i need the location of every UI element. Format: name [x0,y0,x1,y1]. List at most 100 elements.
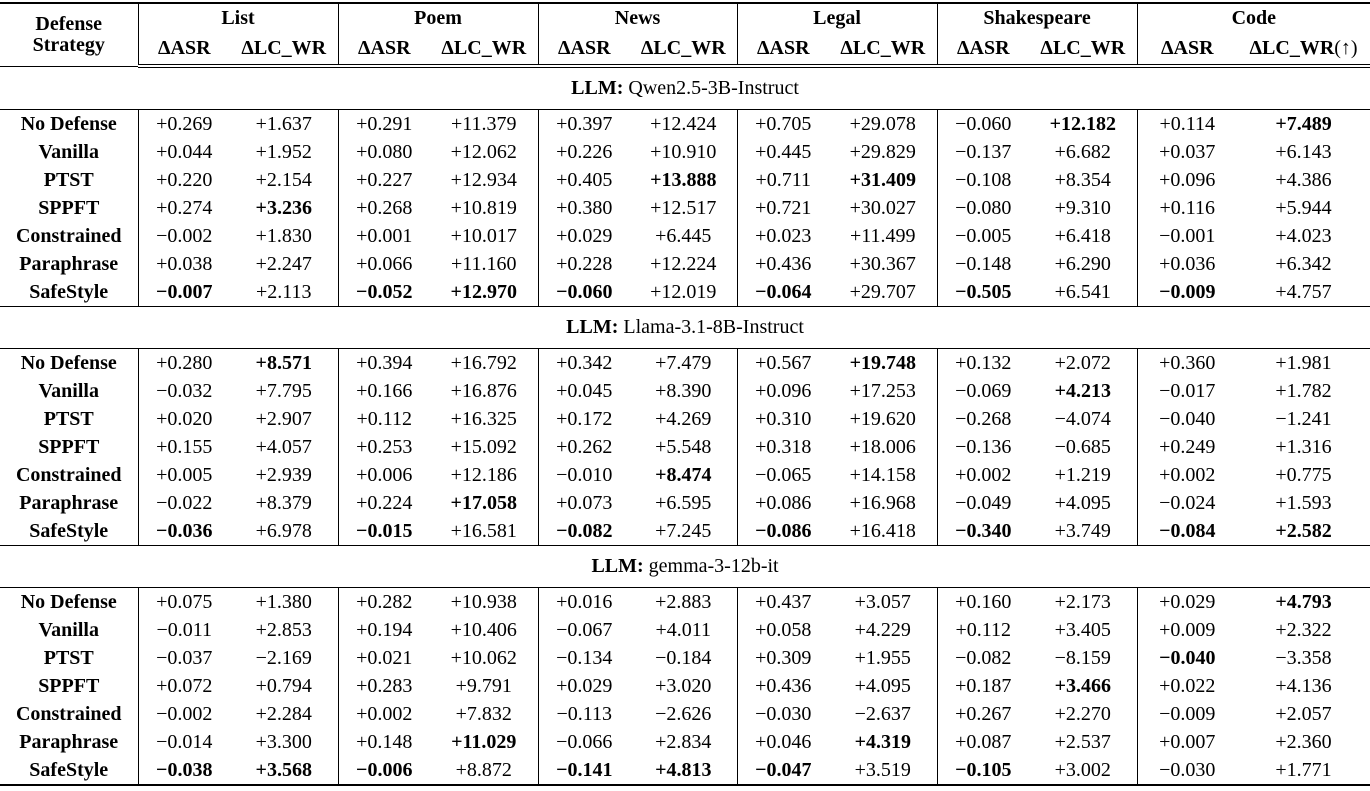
value-cell: −0.340 [936,517,1030,546]
value-cell: −0.064 [736,278,830,307]
value-cell: +0.038 [137,250,230,278]
value-cell: −0.082 [936,644,1030,672]
value-cell: −0.136 [936,433,1030,461]
value-cell: +12.062 [450,141,517,163]
value-cell: +0.155 [137,433,230,461]
strategy-label: Constrained [0,222,139,250]
value-cell: −0.060 [537,278,631,307]
value-cell: +0.437 [736,587,830,616]
value-cell: +0.445 [736,138,830,166]
value-cell: +0.046 [736,728,830,756]
strategy-label: SPPFT [0,672,139,700]
value-cell: +16.968 [849,492,916,514]
value-cell: +0.291 [337,109,430,138]
value-cell: +0.187 [936,672,1030,700]
value-cell: +12.970 [450,281,517,303]
value-cell: +1.981 [1275,352,1332,374]
value-cell: +0.794 [255,675,312,697]
value-cell: +0.227 [337,166,430,194]
value-cell: −2.626 [655,703,712,725]
value-cell: +0.044 [137,138,230,166]
value-cell: +12.934 [450,169,517,191]
group-header-poem: Poem [337,3,539,33]
value-cell: +3.300 [255,731,312,753]
value-cell: +4.319 [854,731,911,753]
value-cell: +0.253 [337,433,430,461]
group-header-row: Defense Strategy List Poem News Legal Sh… [0,3,1370,66]
value-cell: +4.095 [854,675,911,697]
value-cell: +3.466 [1054,675,1111,697]
value-cell: +2.360 [1275,731,1332,753]
value-cell: +10.910 [650,141,717,163]
strategy-label: Constrained [0,461,139,489]
value-cell: +0.268 [337,194,430,222]
value-cell: −0.066 [537,728,631,756]
strategy-label: PTST [0,644,139,672]
value-cell: −0.009 [1136,700,1238,728]
value-cell: −0.080 [936,194,1030,222]
value-cell: +4.386 [1275,169,1332,191]
value-cell: −0.002 [137,700,230,728]
value-cell: +0.036 [1136,250,1238,278]
value-cell: +2.173 [1054,591,1111,613]
value-cell: −0.505 [936,278,1030,307]
value-cell: +4.023 [1275,225,1332,247]
value-cell: +2.853 [255,619,312,641]
value-cell: +0.002 [1136,461,1238,489]
strategy-label: No Defense [0,587,139,616]
value-cell: +8.379 [255,492,312,514]
value-cell: −0.082 [537,517,631,546]
value-cell: +10.819 [450,197,517,219]
value-cell: +0.283 [337,672,430,700]
value-cell: −0.001 [1136,222,1238,250]
table-row: Constrained +0.005 +2.939 +0.006 +12.186 −0.0… [0,461,1370,489]
value-cell: +16.792 [450,352,517,374]
value-cell: +0.226 [537,138,631,166]
value-cell: −0.014 [137,728,230,756]
value-cell: +2.154 [255,169,312,191]
value-cell: +15.092 [450,436,517,458]
value-cell: +30.367 [849,253,916,275]
value-cell: −0.113 [537,700,631,728]
value-cell: +4.213 [1054,380,1111,402]
value-cell: −0.141 [537,756,631,785]
value-cell: +19.748 [849,352,916,374]
table-row: SPPFT +0.155 +4.057 +0.253 +15.092 +0.262 +5.5… [0,433,1370,461]
metric-wr-header: ΔLC_WR [430,33,539,68]
value-cell: +4.057 [255,436,312,458]
value-cell: +8.474 [655,464,712,486]
value-cell: +0.005 [137,461,230,489]
value-cell: +16.581 [450,520,517,542]
value-cell: +1.830 [255,225,312,247]
value-cell: +3.020 [655,675,712,697]
value-cell: +1.782 [1275,380,1332,402]
value-cell: +0.436 [736,672,830,700]
value-cell: +0.006 [337,461,430,489]
value-cell: +8.872 [455,759,512,781]
value-cell: −0.024 [1136,489,1238,517]
value-cell: +0.360 [1136,348,1238,377]
value-cell: +0.072 [137,672,230,700]
value-cell: +3.519 [854,759,911,781]
value-cell: +0.220 [137,166,230,194]
value-cell: +0.022 [1136,672,1238,700]
value-cell: +0.080 [337,138,430,166]
value-cell: +0.029 [1136,587,1238,616]
value-cell: +5.944 [1275,197,1332,219]
value-cell: +0.096 [1136,166,1238,194]
value-cell: +0.342 [537,348,631,377]
table-row: SafeStyle −0.038 +3.568 −0.006 +8.872 −0.141 +… [0,756,1370,785]
value-cell: −0.030 [736,700,830,728]
value-cell: +1.955 [854,647,911,669]
group-header-list: List [137,3,338,33]
value-cell: +9.791 [455,675,512,697]
value-cell: +30.027 [849,197,916,219]
value-cell: +0.318 [736,433,830,461]
value-cell: −0.060 [936,109,1030,138]
value-cell: −0.030 [1136,756,1238,785]
value-cell: +4.813 [655,759,712,781]
value-cell: +2.582 [1275,520,1332,542]
value-cell: +6.418 [1054,225,1111,247]
value-cell: −0.040 [1136,644,1238,672]
